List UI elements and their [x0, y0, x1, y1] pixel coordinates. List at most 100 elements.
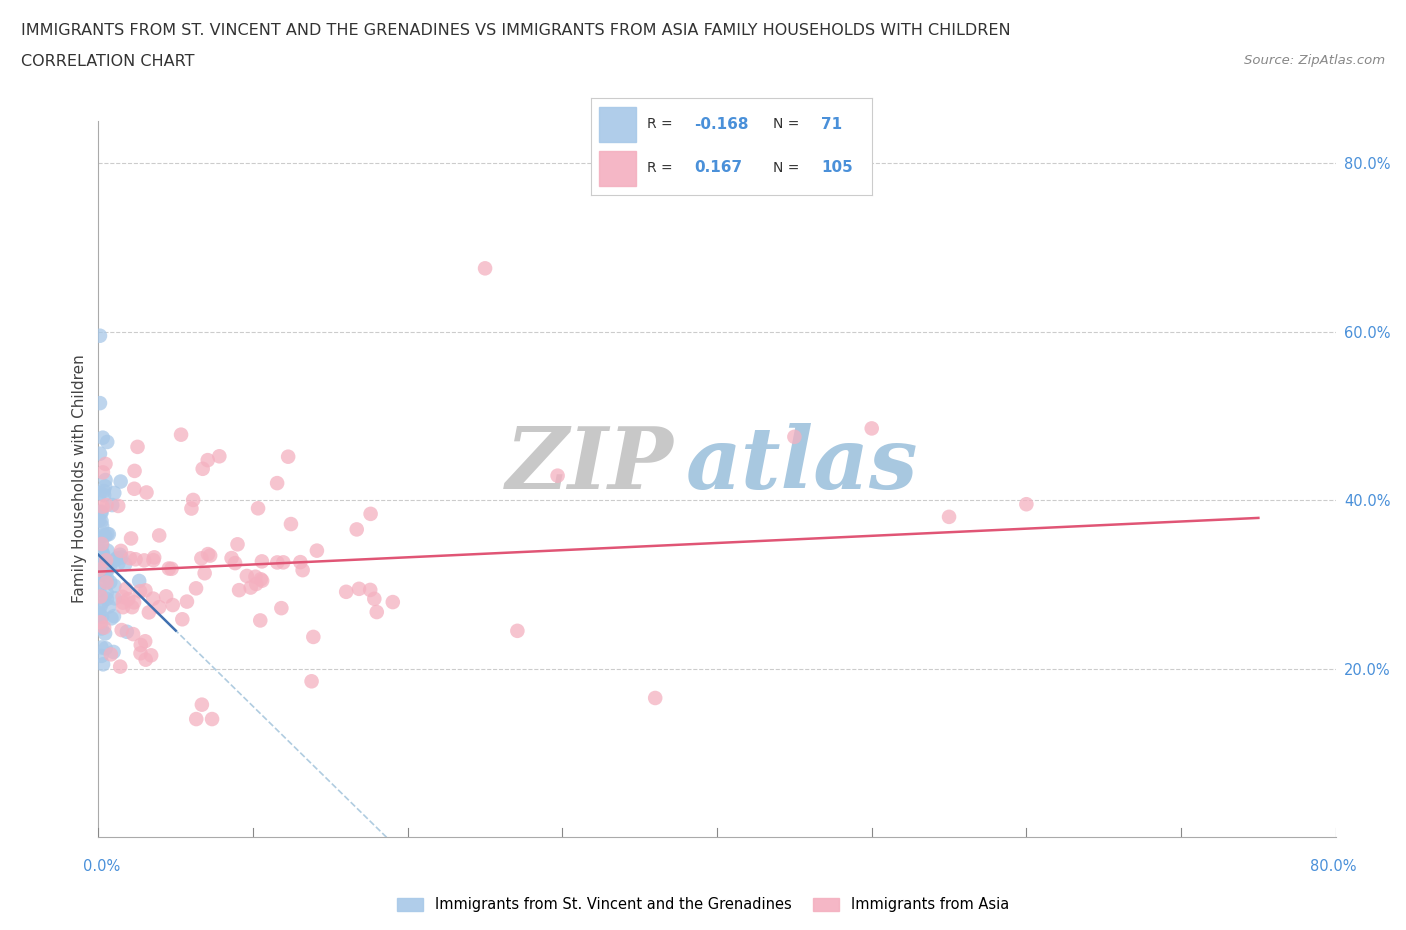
Point	[94, 457, 117, 472]
Point	[91, 431, 114, 445]
Point	[860, 421, 883, 436]
Point	[157, 561, 180, 576]
Point	[97, 526, 120, 541]
Point	[93, 620, 115, 635]
Point	[91, 594, 114, 609]
Point	[360, 507, 382, 522]
Point	[162, 598, 184, 613]
Point	[96, 586, 118, 601]
Point	[89, 446, 111, 461]
Point	[228, 583, 250, 598]
Point	[172, 612, 194, 627]
Point	[239, 580, 262, 595]
Point	[104, 553, 127, 568]
Text: N =: N =	[773, 117, 800, 131]
Point	[89, 583, 111, 598]
Point	[93, 484, 115, 498]
Point	[122, 595, 145, 610]
Point	[121, 600, 143, 615]
Point	[249, 572, 271, 587]
Point	[250, 554, 273, 569]
Text: N =: N =	[773, 161, 800, 175]
Point	[96, 434, 118, 449]
Point	[301, 674, 323, 689]
Point	[122, 627, 145, 642]
Point	[90, 558, 112, 573]
Point	[90, 589, 112, 604]
Point	[305, 543, 328, 558]
Point	[506, 623, 529, 638]
Point	[96, 526, 118, 541]
Point	[90, 609, 112, 624]
Point	[101, 498, 124, 512]
Point	[180, 501, 202, 516]
Point	[938, 510, 960, 525]
Point	[176, 594, 198, 609]
Point	[90, 513, 112, 528]
Text: atlas: atlas	[686, 423, 918, 506]
Point	[91, 550, 114, 565]
Point	[266, 555, 288, 570]
Point	[91, 519, 114, 534]
Point	[89, 563, 111, 578]
Point	[117, 591, 139, 606]
Point	[141, 648, 163, 663]
Point	[98, 575, 121, 590]
Point	[94, 528, 117, 543]
Point	[103, 485, 125, 500]
Point	[97, 562, 120, 577]
Point	[90, 648, 112, 663]
Point	[783, 430, 806, 445]
Point	[100, 611, 122, 626]
Point	[547, 468, 569, 483]
Point	[191, 698, 214, 712]
Point	[280, 517, 302, 532]
Point	[194, 565, 217, 580]
Point	[89, 605, 111, 620]
Point	[190, 551, 212, 565]
Point	[124, 463, 146, 478]
Bar	[599, 108, 636, 141]
Point	[291, 563, 314, 578]
Point	[90, 640, 112, 655]
Point	[245, 577, 267, 591]
Point	[245, 569, 267, 584]
Point	[90, 505, 112, 520]
Point	[91, 538, 114, 552]
Point	[359, 582, 381, 597]
Point	[198, 548, 221, 563]
Point	[155, 589, 177, 604]
Point	[208, 449, 231, 464]
Point	[91, 657, 114, 671]
Text: IMMIGRANTS FROM ST. VINCENT AND THE GRENADINES VS IMMIGRANTS FROM ASIA FAMILY HO: IMMIGRANTS FROM ST. VINCENT AND THE GREN…	[21, 23, 1011, 38]
Point	[224, 555, 246, 570]
Point	[129, 638, 152, 653]
Point	[143, 550, 166, 565]
Point	[115, 581, 138, 596]
Point	[87, 608, 110, 623]
Point	[160, 562, 183, 577]
Point	[87, 554, 110, 569]
Point	[270, 601, 292, 616]
Point	[290, 554, 312, 569]
Point	[96, 543, 118, 558]
Point	[94, 641, 117, 656]
Text: -0.168: -0.168	[695, 116, 749, 131]
Point	[110, 543, 132, 558]
Point	[89, 547, 111, 562]
Point	[105, 551, 128, 566]
Y-axis label: Family Households with Children: Family Households with Children	[72, 354, 87, 604]
Point	[98, 559, 121, 574]
Point	[89, 577, 111, 591]
Point	[644, 691, 666, 706]
Point	[91, 528, 114, 543]
Point	[94, 552, 117, 567]
Point	[302, 630, 325, 644]
Point	[135, 652, 157, 667]
Point	[111, 622, 134, 637]
Text: 80.0%: 80.0%	[1309, 859, 1357, 874]
Point	[103, 578, 125, 593]
Point	[94, 479, 117, 494]
Point	[142, 552, 165, 567]
Point	[96, 498, 118, 512]
